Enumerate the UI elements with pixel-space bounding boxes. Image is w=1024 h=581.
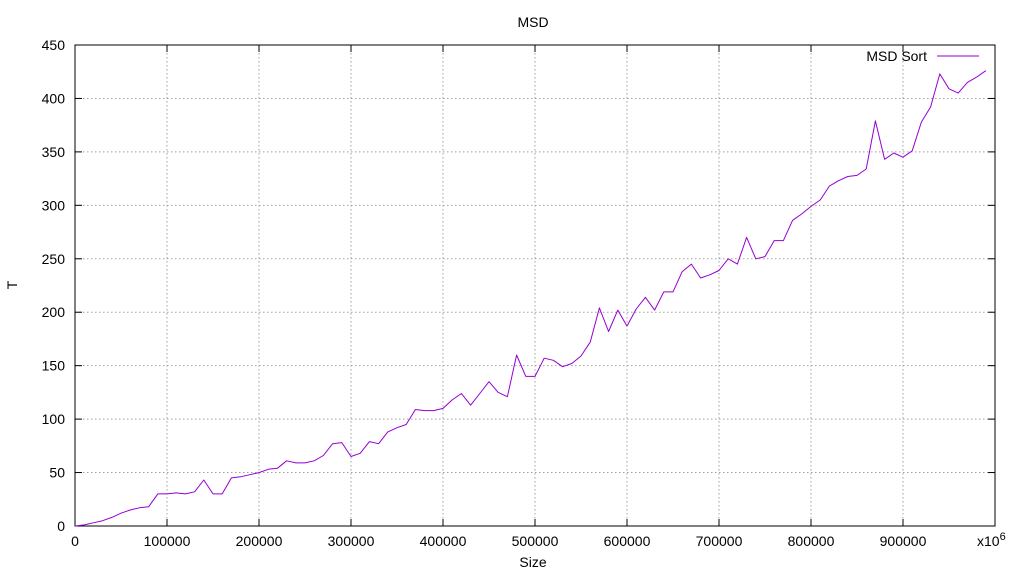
x-axis-multiplier-base: x10 <box>977 533 1000 549</box>
x-axis-multiplier-exponent: 6 <box>1000 531 1006 543</box>
x-tick-label: 200000 <box>236 533 283 549</box>
y-tick-label: 450 <box>42 37 66 53</box>
y-tick-label: 200 <box>42 304 66 320</box>
x-axis-multiplier-label: x106 <box>977 531 1006 549</box>
x-tick-label: 300000 <box>328 533 375 549</box>
y-tick-label: 100 <box>42 411 66 427</box>
chart-title: MSD <box>517 14 548 30</box>
y-tick-label: 350 <box>42 144 66 160</box>
x-tick-label: 800000 <box>788 533 835 549</box>
legend-label: MSD Sort <box>866 48 927 64</box>
x-tick-label: 600000 <box>604 533 651 549</box>
chart-legend: MSD Sort <box>866 48 979 64</box>
x-tick-label: 700000 <box>696 533 743 549</box>
tick-labels: 0 100000 200000 300000 400000 500000 600000 700… <box>42 37 927 549</box>
y-tick-label: 150 <box>42 358 66 374</box>
x-tick-label: 400000 <box>420 533 467 549</box>
y-tick-label: 400 <box>42 90 66 106</box>
y-tick-label: 300 <box>42 197 66 213</box>
x-tick-label: 100000 <box>144 533 191 549</box>
plot-border <box>74 44 996 527</box>
grid-lines <box>75 45 995 526</box>
x-axis-label: Size <box>519 554 546 570</box>
series-lines <box>74 70 987 527</box>
y-tick-label: 50 <box>49 465 65 481</box>
x-tick-label: 900000 <box>880 533 927 549</box>
series-line-msd-sort <box>74 70 987 527</box>
axis-ticks <box>74 44 995 527</box>
y-tick-label: 250 <box>42 251 66 267</box>
x-tick-label: 0 <box>71 533 79 549</box>
y-axis-label: T <box>4 280 20 289</box>
x-tick-label: 500000 <box>512 533 559 549</box>
y-tick-label: 0 <box>57 518 65 534</box>
